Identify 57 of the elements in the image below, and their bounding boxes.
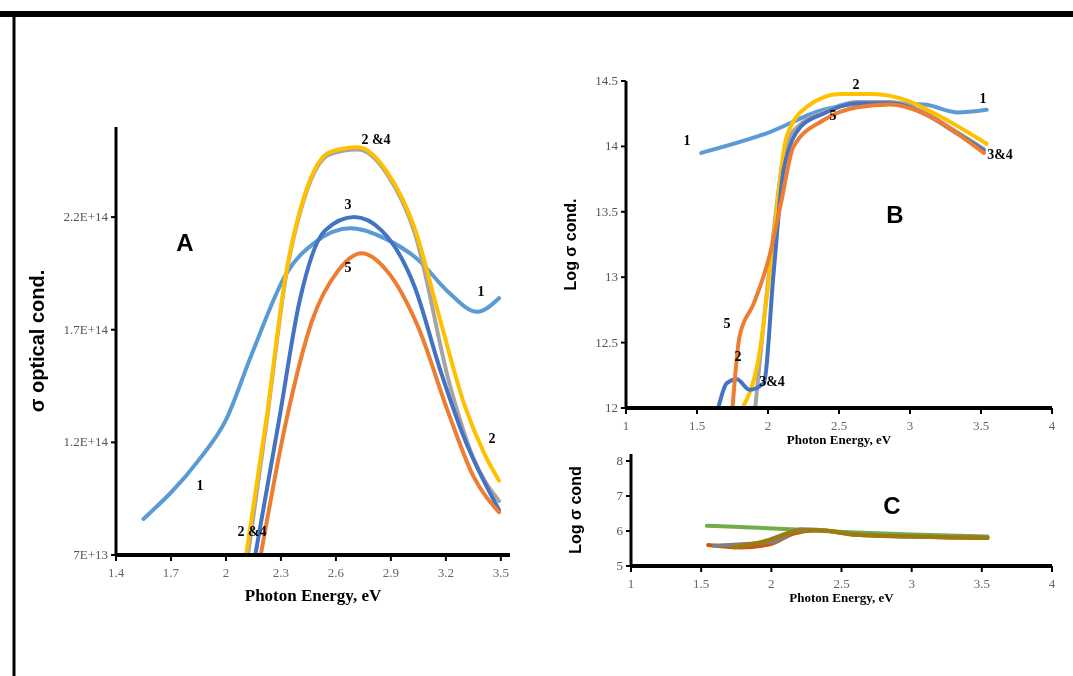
annotation: 1 xyxy=(979,91,987,107)
annotation: 5 xyxy=(723,316,731,332)
x-tick-label: 3.5 xyxy=(972,418,990,433)
y-tick-label: 14 xyxy=(605,138,619,154)
x-tick-label: 2.5 xyxy=(830,418,848,433)
y-tick-label: 14.5 xyxy=(595,73,618,88)
x-tick-label: 3.5 xyxy=(492,565,509,580)
y-tick-label: 7E+13 xyxy=(73,547,108,562)
y-axis-title: Log σ cond xyxy=(567,466,584,554)
x-tick-label: 3.5 xyxy=(973,576,990,591)
x-tick-label: 2.5 xyxy=(833,576,850,591)
annotation: 2 xyxy=(852,77,860,93)
annotation: 5 xyxy=(344,260,352,276)
annotation: 2 &4 xyxy=(361,132,391,148)
x-tick-label: 2 xyxy=(222,565,230,580)
x-tick-label: 2.9 xyxy=(382,565,400,580)
y-tick-label: 8 xyxy=(616,453,623,468)
y-tick-label: 13 xyxy=(605,269,618,285)
x-tick-label: 2 xyxy=(768,576,775,591)
annotation: 2 &4 xyxy=(237,524,267,540)
annotation: 3&4 xyxy=(987,147,1013,163)
annotation: 1 xyxy=(683,133,691,149)
annotation: B xyxy=(886,201,904,229)
y-axis-title: Log σ cond. xyxy=(562,198,579,291)
x-tick-label: 1.4 xyxy=(107,565,125,580)
x-axis-title: Photon Energy, eV xyxy=(789,590,895,605)
annotation: 3 xyxy=(344,197,352,213)
x-tick-label: 3.2 xyxy=(437,565,454,580)
x-tick-label: 2 xyxy=(764,418,772,433)
x-tick-label: 4 xyxy=(1048,576,1056,591)
y-tick-label: 1.2E+14 xyxy=(63,434,109,450)
x-tick-label: 1.5 xyxy=(688,418,706,433)
y-tick-label: 2.2E+14 xyxy=(63,209,109,225)
x-tick-label: 3 xyxy=(908,576,915,591)
annotation: 1 xyxy=(477,284,485,300)
y-tick-label: 1.7E+14 xyxy=(63,321,109,337)
annotation: A xyxy=(176,229,194,257)
x-tick-label: 1 xyxy=(627,576,635,591)
y-tick-label: 5 xyxy=(616,558,623,573)
x-tick-label: 3 xyxy=(906,418,914,433)
x-tick-label: 2.3 xyxy=(272,565,290,580)
y-tick-label: 12.5 xyxy=(595,334,618,350)
x-tick-label: 2.6 xyxy=(327,565,345,580)
annotation: C xyxy=(883,492,901,520)
y-tick-label: 13.5 xyxy=(595,203,618,219)
x-axis-title: Photon Energy, eV xyxy=(244,586,382,605)
x-tick-label: 4 xyxy=(1048,418,1056,433)
y-tick-label: 12 xyxy=(605,400,618,415)
y-tick-label: 7 xyxy=(616,488,624,503)
x-tick-label: 1 xyxy=(622,418,630,433)
annotation: 2 xyxy=(488,431,496,447)
x-tick-label: 1.7 xyxy=(162,565,180,580)
annotation: 1 xyxy=(196,478,204,494)
x-axis-title: Photon Energy, eV xyxy=(786,432,892,447)
y-tick-label: 6 xyxy=(616,523,624,538)
y-axis-title: σ optical cond. xyxy=(26,269,48,413)
x-tick-label: 1.5 xyxy=(693,576,710,591)
